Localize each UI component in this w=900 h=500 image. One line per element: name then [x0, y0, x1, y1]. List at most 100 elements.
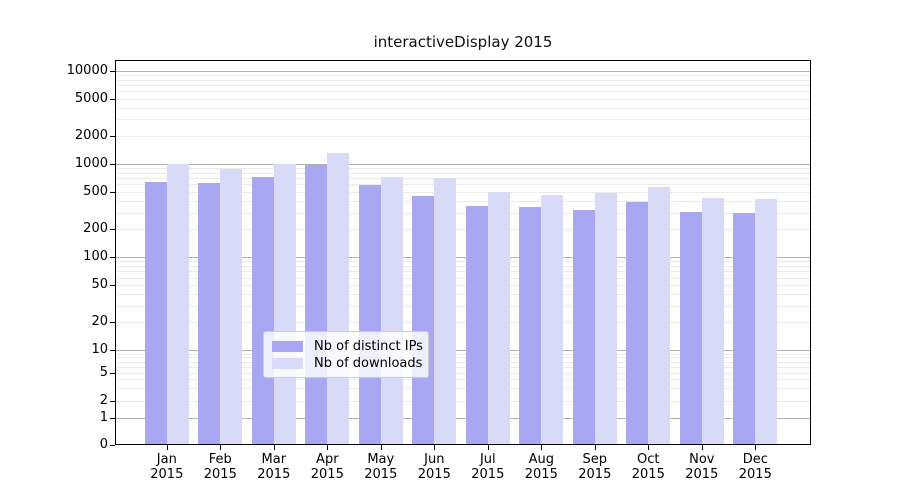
y-tick-label: 2: [99, 392, 108, 408]
y-tick-label: 500: [83, 183, 108, 199]
legend-item-distinct-ips: Nb of distinct IPs: [272, 338, 423, 355]
y-tick-label: 10000: [66, 62, 108, 78]
gridline-minor: [115, 366, 811, 368]
gridline-minor: [115, 135, 811, 137]
y-tick-mark: [110, 350, 115, 352]
y-tick-mark: [110, 135, 115, 137]
bar-downloads: [434, 177, 457, 445]
bar-downloads: [220, 168, 243, 445]
y-tick-label: 1000: [74, 155, 108, 171]
plot-area: [115, 60, 811, 445]
y-tick-mark: [110, 163, 115, 165]
gridline-minor: [115, 305, 811, 307]
gridline-minor: [115, 361, 811, 363]
legend-swatch-downloads: [272, 358, 303, 369]
gridline-minor: [115, 285, 811, 287]
x-tick-mark: [166, 445, 168, 450]
gridline-minor: [115, 85, 811, 87]
bar-downloads: [755, 198, 778, 445]
gridline-minor: [115, 91, 811, 93]
x-tick-mark: [327, 445, 329, 450]
y-tick-mark: [110, 228, 115, 230]
bar-distinct-ips: [144, 181, 167, 445]
x-tick-label: Jun 2015: [417, 452, 451, 482]
x-tick-label: Aug 2015: [524, 452, 558, 482]
bar-downloads: [166, 163, 189, 445]
y-tick-mark: [110, 445, 115, 446]
gridline-minor: [115, 400, 811, 402]
y-tick-label: 5: [99, 364, 108, 380]
bar-downloads: [273, 163, 296, 445]
y-tick-mark: [110, 98, 115, 100]
bar-downloads: [541, 195, 564, 445]
gridline-minor: [115, 178, 811, 180]
gridline-minor: [115, 107, 811, 109]
legend-label-distinct-ips: Nb of distinct IPs: [314, 339, 423, 354]
y-tick-label: 100: [83, 249, 108, 264]
x-tick-mark: [220, 445, 222, 450]
bar-distinct-ips: [572, 209, 595, 445]
bar-downloads: [594, 193, 617, 445]
bar-downloads: [487, 191, 510, 445]
gridline-minor: [115, 277, 811, 279]
x-tick-mark: [594, 445, 596, 450]
bar-distinct-ips: [412, 195, 435, 445]
gridline-minor: [115, 271, 811, 273]
bar-distinct-ips: [358, 185, 381, 445]
gridline-minor: [115, 168, 811, 170]
gridline-minor: [115, 266, 811, 268]
y-tick-mark: [110, 372, 115, 374]
legend: Nb of distinct IPs Nb of downloads: [263, 331, 429, 378]
bar-distinct-ips: [626, 202, 649, 445]
x-tick-mark: [273, 445, 275, 450]
bar-distinct-ips: [465, 205, 488, 445]
gridline-minor: [115, 261, 811, 263]
gridline-minor: [115, 184, 811, 186]
bar-distinct-ips: [305, 165, 328, 445]
bar-distinct-ips: [519, 206, 542, 445]
y-tick-label: 0: [99, 437, 108, 452]
gridline-major: [115, 257, 811, 258]
y-tick-label: 20: [91, 314, 108, 330]
gridline-minor: [115, 357, 811, 359]
x-tick-label: Mar 2015: [257, 452, 291, 482]
y-tick-label: 10: [91, 342, 108, 358]
x-tick-mark: [648, 445, 650, 450]
y-tick-label: 5000: [74, 90, 108, 106]
x-tick-label: Jul 2015: [471, 452, 505, 482]
gridline-minor: [115, 388, 811, 390]
y-tick-label: 50: [91, 277, 108, 293]
bar-distinct-ips: [251, 176, 274, 445]
legend-item-downloads: Nb of downloads: [272, 355, 423, 372]
gridline-minor: [115, 172, 811, 174]
x-tick-label: Feb 2015: [203, 452, 237, 482]
x-tick-mark: [487, 445, 489, 450]
y-tick-mark: [110, 257, 115, 258]
bar-downloads: [701, 197, 724, 445]
y-tick-mark: [110, 322, 115, 324]
x-tick-label: Apr 2015: [310, 452, 344, 482]
x-tick-mark: [541, 445, 543, 450]
legend-label-downloads: Nb of downloads: [314, 356, 423, 371]
y-tick-mark: [110, 417, 115, 419]
gridline-major: [115, 350, 811, 352]
gridline-minor: [115, 379, 811, 381]
x-tick-mark: [434, 445, 436, 450]
y-tick-label: 200: [83, 220, 108, 236]
gridline-minor: [115, 98, 811, 100]
bar-distinct-ips: [733, 213, 756, 445]
gridline-minor: [115, 79, 811, 81]
x-tick-mark: [755, 445, 757, 450]
gridline-minor: [115, 372, 811, 374]
x-tick-label: Sep 2015: [578, 452, 612, 482]
gridline-minor: [115, 119, 811, 121]
gridline-minor: [115, 322, 811, 324]
gridline-minor: [115, 228, 811, 230]
x-tick-mark: [701, 445, 703, 450]
y-tick-mark: [110, 285, 115, 287]
bar-downloads: [648, 186, 671, 445]
gridline-minor: [115, 353, 811, 355]
x-tick-label: May 2015: [364, 452, 398, 482]
bar-downloads: [380, 177, 403, 445]
gridline-minor: [115, 200, 811, 202]
